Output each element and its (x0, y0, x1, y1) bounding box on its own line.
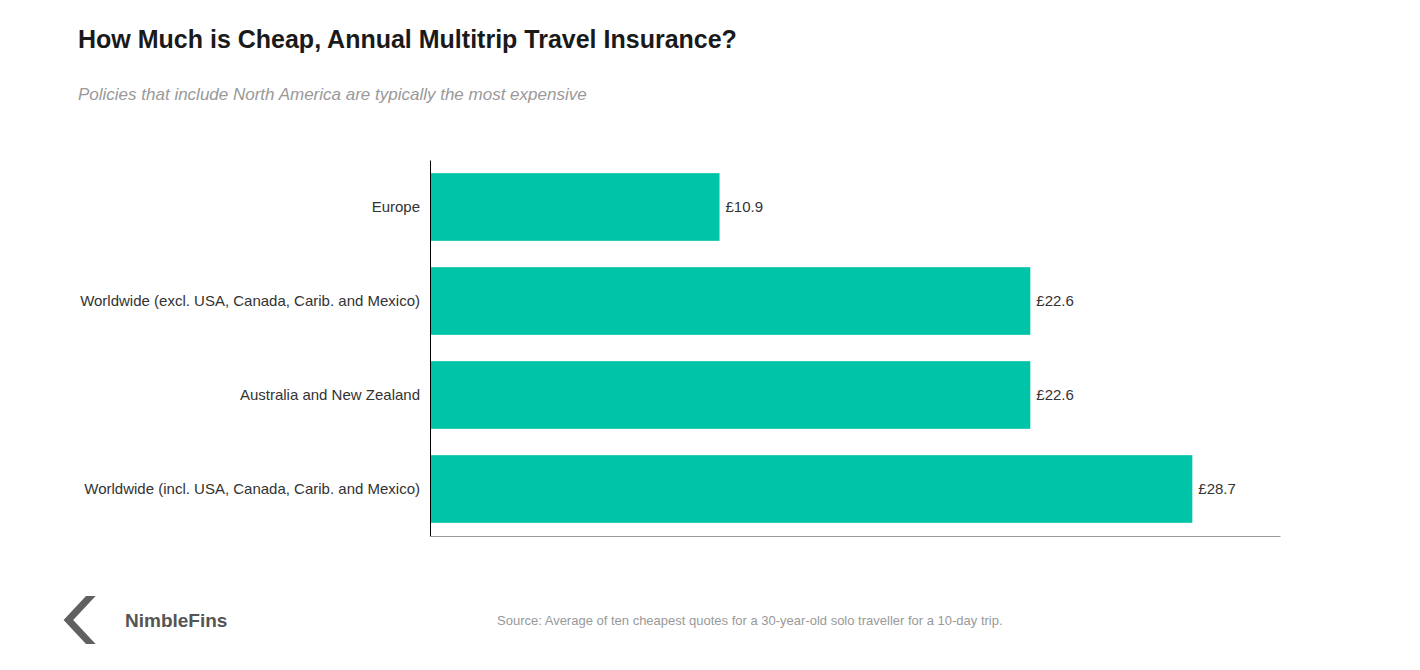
y-tick: Australia and New Zealand (240, 386, 430, 403)
data-label: £10.9 (726, 198, 764, 215)
logo (64, 596, 96, 644)
y-tick: Worldwide (incl. USA, Canada, Carib. and… (84, 480, 430, 497)
y-tick-label: Worldwide (incl. USA, Canada, Carib. and… (84, 480, 420, 497)
chart-container: How Much is Cheap, Annual Multitrip Trav… (0, 0, 1420, 670)
brand: NimbleFins (125, 610, 227, 631)
data-label: £22.6 (1036, 292, 1074, 309)
y-tick-label: Australia and New Zealand (240, 386, 420, 403)
bar (430, 361, 1030, 429)
source: Source: Average of ten cheapest quotes f… (497, 613, 1003, 628)
y-axis-line (430, 161, 431, 537)
y-tick: Worldwide (excl. USA, Canada, Carib. and… (80, 292, 430, 309)
bar (430, 455, 1192, 523)
data-labels: £10.9 £22.6 £22.6 £28.7 (726, 198, 1236, 497)
data-label: £28.7 (1198, 480, 1236, 497)
bar (430, 267, 1030, 335)
logo-chevron (64, 596, 96, 644)
bars (430, 173, 1192, 523)
chart-svg: How Much is Cheap, Annual Multitrip Trav… (0, 0, 1420, 670)
data-label: £22.6 (1036, 386, 1074, 403)
y-tick: Europe (372, 198, 430, 215)
y-axis: Europe Worldwide (excl. USA, Canada, Cari… (80, 161, 430, 537)
x-axis-line (431, 536, 1281, 537)
subtitle: Policies that include North America are … (78, 85, 587, 104)
x-axis (431, 536, 1281, 537)
plot: Europe Worldwide (excl. USA, Canada, Cari… (80, 161, 1280, 537)
title: How Much is Cheap, Annual Multitrip Trav… (78, 25, 737, 53)
y-tick-label: Europe (372, 198, 420, 215)
y-tick-label: Worldwide (excl. USA, Canada, Carib. and… (80, 292, 420, 309)
bar (430, 173, 720, 241)
